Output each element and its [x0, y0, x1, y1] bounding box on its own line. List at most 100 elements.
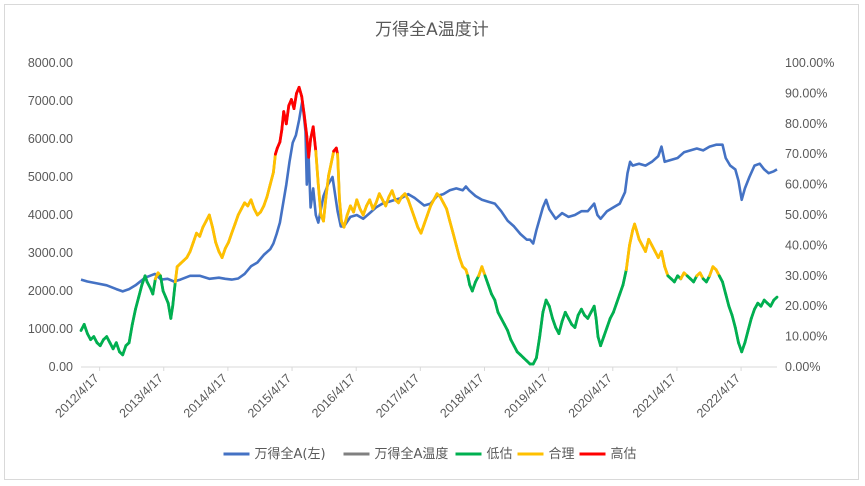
temperature-segment-low	[470, 280, 477, 293]
temperature-segment-low	[159, 274, 165, 293]
legend: 万得全A(左) 万得全A温度 低估 合理 高估	[223, 446, 637, 462]
temperature-segment-fair	[413, 216, 420, 229]
left-tick-label: 2000.00	[28, 284, 73, 298]
temperature-segment-fair	[173, 265, 179, 284]
left-tick-label: 8000.00	[28, 56, 73, 70]
temperature-segment-fair	[361, 204, 368, 217]
temperature-segment-fair	[191, 231, 198, 244]
temperature-segment-high	[302, 113, 309, 138]
temperature-segment-low	[547, 304, 554, 320]
left-tick-label: 4000.00	[28, 208, 73, 222]
right-tick-label: 30.00%	[785, 269, 827, 283]
temperature-segment-fair	[458, 256, 465, 269]
temperature-segment-fair	[262, 195, 269, 208]
x-tick-label: 2013/4/17	[117, 371, 166, 420]
left-tick-label: 5000.00	[28, 170, 73, 184]
right-y-axis: 0.00% 10.00% 20.00% 30.00% 40.00% 50.00% 60.00…	[785, 56, 834, 374]
temperature-segment-fair	[624, 243, 631, 272]
temperature-segment-low	[486, 283, 493, 296]
temperature-segment-high	[297, 85, 304, 98]
temperature-segment-low	[483, 274, 490, 287]
right-tick-label: 40.00%	[785, 238, 827, 252]
temperature-segment-fair	[390, 189, 397, 202]
left-tick-label: 3000.00	[28, 246, 73, 260]
temperature-segment-fair	[635, 228, 641, 241]
temperature-segment-low	[618, 283, 625, 296]
temperature-segment-low	[615, 292, 622, 305]
temperature-segment-fair	[220, 246, 227, 260]
temperature-segment-fair	[322, 195, 328, 223]
temperature-segment-fair	[338, 198, 343, 223]
temperature-segment-low	[602, 326, 609, 339]
temperature-segment-fair	[445, 207, 452, 223]
legend-label: 万得全A(左)	[255, 446, 326, 462]
temperature-segment-fair	[314, 149, 320, 187]
temperature-segment-fair	[342, 213, 349, 229]
right-tick-label: 20.00%	[785, 299, 827, 313]
temperature-segment-high	[278, 128, 284, 144]
legend-label: 万得全A温度	[375, 446, 449, 462]
left-y-axis: 0.00 1000.00 2000.00 3000.00 4000.00 5000.00 6…	[28, 56, 73, 374]
temperature-segment-low	[749, 307, 756, 320]
chart-canvas: 万得全A温度计 0.00 1000.00 2000.00 3000.00 4000.00…	[28, 20, 835, 462]
temperature-segment-fair	[214, 240, 221, 253]
temperature-segment-fair	[448, 219, 455, 235]
temperature-segment-low	[506, 329, 513, 342]
temperature-segment-high	[292, 92, 298, 110]
temperature-segment-low	[724, 292, 731, 308]
right-tick-label: 80.00%	[785, 117, 827, 131]
temperature-segment-low	[557, 319, 564, 336]
temperature-segment-fair	[233, 213, 240, 226]
temperature-segment-low	[573, 313, 580, 329]
temperature-segment-low	[592, 304, 598, 320]
temperature-segment-fair	[406, 198, 413, 211]
right-tick-label: 50.00%	[785, 208, 827, 222]
temperature-segment-fair	[316, 183, 323, 217]
temperature-segment-fair	[663, 265, 670, 278]
x-tick-label: 2018/4/17	[437, 371, 486, 420]
temperature-segment-fair	[265, 183, 272, 199]
temperature-segment-fair	[384, 195, 391, 208]
temperature-segment-fair	[419, 222, 426, 235]
left-tick-label: 6000.00	[28, 132, 73, 146]
temperature-segment-fair	[644, 237, 651, 253]
temperature-segment-fair	[249, 198, 256, 211]
temperature-segment-fair	[336, 152, 341, 202]
temperature-segment-low	[114, 341, 121, 354]
right-tick-label: 60.00%	[785, 178, 827, 192]
temperature-segment-low	[740, 341, 747, 354]
x-tick-label: 2015/4/17	[245, 371, 294, 420]
temperature-segment-low	[466, 274, 472, 287]
temperature-segment-low	[82, 322, 89, 336]
right-tick-label: 10.00%	[785, 330, 827, 344]
x-tick-label: 2020/4/17	[566, 371, 615, 420]
temperature-segment-low	[605, 316, 612, 329]
x-tick-label: 2012/4/17	[53, 371, 102, 420]
series-layer	[79, 85, 779, 366]
temperature-segment-fair	[227, 231, 234, 244]
temperature-segment-low	[541, 298, 548, 314]
left-tick-label: 0.00	[49, 360, 73, 374]
temperature-segment-fair	[230, 222, 237, 235]
temperature-segment-low	[621, 268, 628, 287]
x-tick-label: 2017/4/17	[373, 371, 422, 420]
x-tick-label: 2016/4/17	[309, 371, 358, 420]
chart-title: 万得全A温度计	[375, 20, 489, 40]
temperature-segment-low	[121, 344, 128, 357]
legend-label: 高估	[611, 446, 637, 462]
x-tick-label: 2021/4/17	[630, 371, 679, 420]
left-tick-label: 7000.00	[28, 94, 73, 108]
temperature-segment-low	[733, 326, 740, 345]
temperature-segment-low	[538, 310, 545, 339]
temperature-segment-low	[743, 329, 750, 345]
temperature-segment-fair	[211, 225, 218, 244]
temperature-segment-low	[594, 316, 600, 339]
temperature-segment-low	[721, 280, 728, 296]
right-tick-label: 0.00%	[785, 360, 820, 374]
temperature-segment-high	[300, 95, 306, 117]
index-line	[80, 99, 778, 293]
temperature-segment-low	[772, 295, 779, 302]
temperature-segment-fair	[327, 161, 333, 177]
temperature-segment-low	[612, 301, 618, 314]
temperature-segment-fair	[628, 228, 635, 247]
